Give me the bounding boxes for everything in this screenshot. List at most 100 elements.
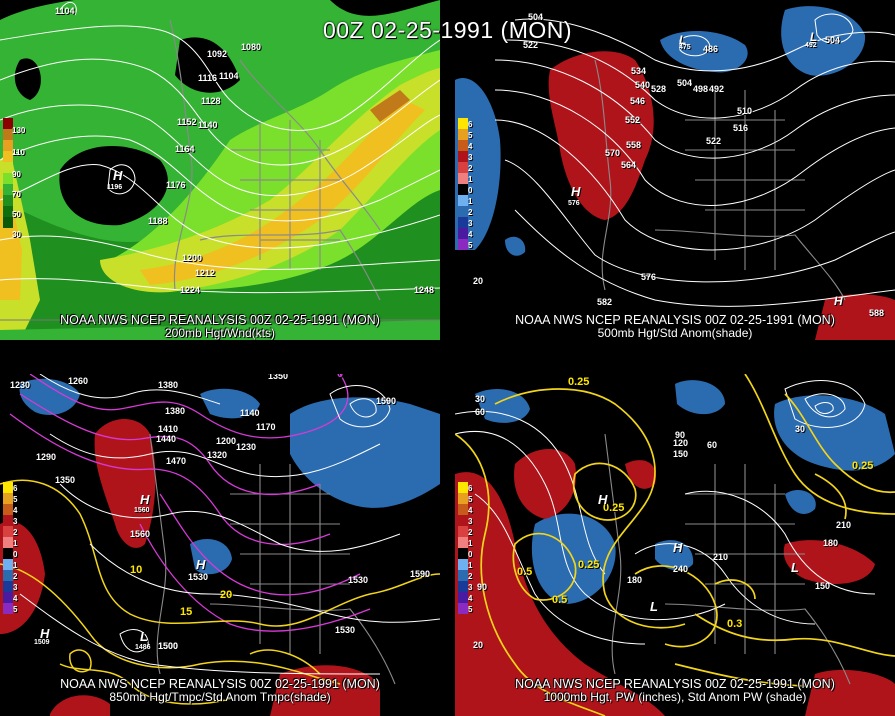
low-center-label: L: [140, 629, 148, 644]
low-center-label: L: [650, 599, 658, 614]
pw-label: 0.25: [578, 559, 600, 571]
high-center-label: H: [196, 557, 206, 572]
contour-label: 1104: [219, 71, 239, 81]
panel-200mb: 130 110 90 70 50 30 1104 1092 1080 1116 …: [0, 0, 440, 340]
colorbar-label: 90: [12, 170, 21, 179]
contour-label: 1230: [10, 380, 31, 390]
colorbar-label: 5: [468, 495, 473, 504]
contour-label: 552: [625, 115, 641, 125]
contour-label: 1140: [240, 408, 260, 418]
colorbar-500mb: [458, 118, 468, 250]
pw-label: 0.3: [727, 618, 743, 630]
contour-label: 576: [641, 272, 657, 282]
colorbar-label: 2: [468, 208, 473, 217]
contour-label: 1350: [55, 475, 76, 485]
contour-label: 120: [673, 438, 689, 448]
contour-label: 210: [713, 552, 729, 562]
contour-label: 534: [631, 66, 647, 76]
contour-label: 1116: [198, 73, 218, 83]
contour-label: 1170: [256, 422, 276, 432]
colorbar-label: 1: [468, 197, 473, 206]
panel-850mb: 6 5 4 3 2 1 0 1 2 3 4 5 1230 1260 1380 1…: [0, 374, 440, 716]
high-center-label: H: [834, 294, 843, 308]
isotherm-label: 15: [180, 606, 193, 618]
colorbar-label: 2: [468, 528, 473, 537]
contour-label: 522: [706, 136, 722, 146]
contour-label: 522: [523, 40, 539, 50]
high-center-label: H: [598, 492, 608, 507]
high-center-label: H: [571, 184, 581, 199]
colorbar-label: 3: [13, 583, 18, 592]
contour-label: 1486: [135, 644, 151, 651]
colorbar-label: 5: [468, 131, 473, 140]
pw-label: 0.25: [568, 376, 590, 388]
contour-label: 1224: [180, 285, 201, 295]
low-center-label: L: [679, 33, 687, 47]
contour-label: 1164: [175, 144, 195, 154]
contour-label: 588: [869, 308, 885, 318]
contour-label: 150: [673, 449, 689, 459]
contour-label: 1380: [165, 406, 186, 416]
contour-label: 486: [703, 44, 719, 54]
caption-source: NOAA NWS NCEP REANALYSIS 00Z 02-25-1991 …: [515, 677, 835, 691]
colorbar-label: 1: [13, 561, 18, 570]
pw-label: 0.5: [552, 594, 568, 606]
contour-label: 516: [733, 123, 749, 133]
high-center-label: H: [673, 540, 683, 555]
colorbar-label: 1: [13, 539, 18, 548]
contour-label: 180: [627, 575, 643, 585]
colorbar-label: 4: [468, 142, 473, 151]
contour-label: 1560: [134, 507, 150, 514]
colorbar-label: 2: [13, 528, 18, 537]
colorbar-200mb: [3, 118, 13, 228]
contour-label: 582: [597, 297, 613, 307]
contour-label: 570: [605, 148, 621, 158]
contour-label: 150: [815, 581, 831, 591]
contour-label: 1530: [348, 575, 369, 585]
contour-label: 1470: [166, 456, 187, 466]
contour-label: 1104: [55, 6, 75, 16]
contour-label: 1350: [268, 374, 289, 381]
contour-label: 1200: [182, 253, 203, 263]
contour-label: 1176: [166, 180, 186, 190]
panel-1000mb: 6 5 4 3 2 1 0 1 2 3 4 5 0.25 60 30 90 12…: [455, 374, 895, 716]
high-center-label: H: [113, 168, 123, 183]
contour-label: 1530: [188, 572, 209, 582]
colorbar-label: 3: [468, 517, 473, 526]
colorbar-850mb: [3, 482, 13, 614]
panel-caption: NOAA NWS NCEP REANALYSIS 00Z 02-25-1991 …: [455, 678, 895, 704]
caption-field: 1000mb Hgt, PW (inches), Std Anom PW (sh…: [543, 690, 807, 704]
contour-label: 504: [677, 78, 693, 88]
contour-label: 528: [651, 84, 667, 94]
colorbar-label: 1: [468, 561, 473, 570]
isotherm-label: 10: [130, 564, 143, 576]
contour-label: 1500: [158, 641, 179, 651]
contour-label: 1500: [158, 641, 179, 651]
caption-field: 200mb Hgt/Wnd(kts): [164, 326, 276, 340]
contour-label: 1560: [130, 529, 151, 539]
map-1000mb: [455, 374, 895, 716]
contour-label: 546: [630, 96, 646, 106]
map-500mb: [455, 0, 895, 340]
contour-label: 1140: [198, 120, 218, 130]
contour-label: 1440: [156, 434, 177, 444]
caption-source: NOAA NWS NCEP REANALYSIS 00Z 02-25-1991 …: [60, 677, 380, 691]
contour-label: 30: [475, 394, 486, 404]
contour-label: 558: [626, 140, 642, 150]
contour-label: 1590: [376, 396, 397, 406]
contour-label: 475: [679, 44, 691, 51]
colorbar-label: 3: [468, 583, 473, 592]
contour-label: 210: [836, 520, 852, 530]
colorbar-label: 0: [13, 550, 18, 559]
contour-label: 30: [795, 424, 806, 434]
isotherm-label: 0: [337, 374, 344, 380]
contour-label: 1260: [68, 376, 89, 386]
colorbar-label: 4: [468, 506, 473, 515]
contour-label: 60: [707, 440, 718, 450]
colorbar-label: 110: [12, 148, 25, 157]
caption-field: 850mb Hgt/Tmpc/Std Anom Tmpc(shade): [109, 690, 331, 704]
panel-500mb: 6 5 4 3 2 1 0 1 2 3 4 5 504 522 L 475 48…: [455, 0, 895, 340]
contour-label: 498: [693, 84, 709, 94]
colorbar-label: 5: [13, 605, 18, 614]
